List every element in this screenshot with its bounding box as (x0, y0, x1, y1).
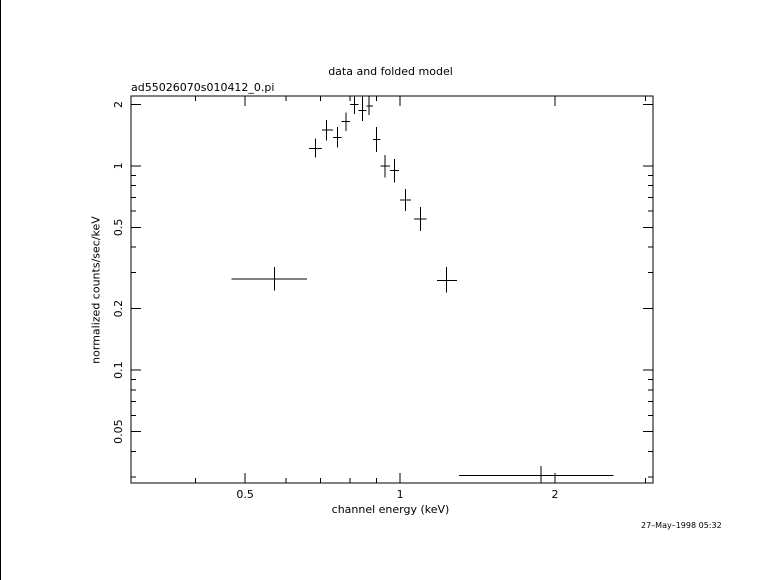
x-tick-label: 2 (552, 488, 559, 501)
y-tick-label: 2 (112, 101, 125, 108)
data-point (437, 266, 458, 293)
data-point (414, 206, 427, 232)
y-tick-label: 1 (112, 162, 125, 169)
x-tick-label: 1 (397, 488, 404, 501)
chart-subtitle: ad55026070s010412_0.pi (131, 81, 275, 94)
window-left-edge (0, 0, 1, 580)
x-axis-label: channel energy (keV) (331, 503, 450, 516)
data-point (380, 155, 390, 178)
data-point (341, 112, 351, 132)
y-tick-label: 0.1 (112, 361, 125, 379)
data-point (458, 465, 614, 483)
y-tick-label: 0.2 (112, 300, 125, 318)
data-point (332, 127, 342, 148)
data-point (308, 138, 322, 158)
data-point (400, 189, 412, 212)
data-point (350, 96, 359, 114)
x-tick-label: 0.5 (236, 488, 254, 501)
plot-frame (130, 95, 654, 484)
data-point (372, 127, 381, 152)
chart-title: data and folded model (328, 65, 453, 78)
data-point (366, 96, 373, 115)
data-point (321, 119, 333, 141)
timestamp: 27–May–1998 05:32 (641, 521, 722, 530)
y-tick-label: 0.05 (112, 419, 125, 444)
data-point (358, 96, 367, 121)
data-point (231, 266, 308, 291)
data-point (389, 159, 399, 183)
y-tick-label: 0.5 (112, 219, 125, 237)
